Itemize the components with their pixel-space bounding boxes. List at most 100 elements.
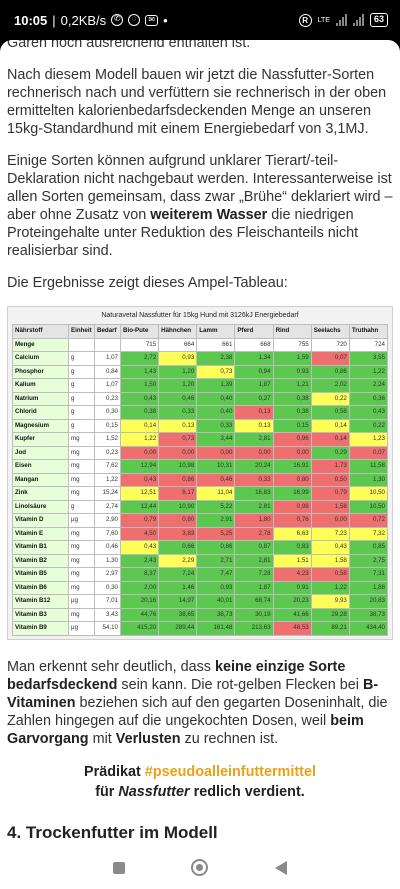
tableau-cell: 0,86 [310, 364, 350, 379]
tableau-cell: Zink [12, 486, 69, 501]
tableau-cell: 668 [234, 337, 274, 352]
tableau-cell: 661 [196, 337, 236, 352]
tableau-header-row: Nährstoff Einheit Bedarf Bio-Pute Hähnchen La… [12, 324, 389, 339]
tableau-header-cell: Einheit [68, 324, 95, 339]
back-button[interactable] [274, 860, 287, 875]
tableau-cell: 0,00 [196, 445, 236, 460]
tableau-header-cell: Truthahn [348, 324, 389, 339]
tableau-cell: 1,22 [348, 364, 389, 379]
next-section-heading: 4. Trockenfutter im Modell [7, 822, 218, 842]
tableau-row: Kupfer mg 1,52 1,22 0,73 3,44 2,81 0,96 0,14 1,23 [12, 432, 389, 447]
tableau-cell: 0,13 [234, 418, 274, 433]
tableau-cell: 4,23 [272, 567, 312, 582]
tableau-row: Zink mg 15,24 12,51 8,17 11,04 16,83 16,99 0,79 1… [12, 486, 389, 501]
tableau-cell: 0,96 [272, 432, 312, 447]
tableau-cell: µg [68, 621, 95, 636]
tableau-cell: 1,87 [234, 580, 274, 595]
tableau-row: Vitamin B1 mg 0,46 0,43 0,66 0,86 0,87 0,83 0,43… [12, 540, 389, 555]
lte-icon: LTE [317, 16, 330, 24]
tableau-cell: 161,48 [196, 621, 236, 636]
tableau-cell: mg [68, 553, 95, 568]
tableau-cell: 0,15 [272, 418, 312, 433]
tableau-cell: mg [68, 432, 95, 447]
article-page[interactable]: Garen noch ausreichend enthalten ist. Na… [0, 40, 400, 846]
tableau-cell: Magnesium [12, 418, 69, 433]
tableau-cell: 20,23 [272, 594, 312, 609]
tableau-cell: 0,80 [272, 472, 312, 487]
tableau-row: Vitamin B9 µg 54,10 415,20 289,44 161,48 213,6… [12, 621, 389, 636]
article-paragraph-4: Man erkennt sehr deutlich, dass keine ei… [7, 658, 388, 747]
tableau-header-cell: Bedarf [94, 324, 121, 339]
tableau-header-cell: Pferd [234, 324, 274, 339]
tableau-cell: Menge [12, 337, 69, 352]
tableau-cell: 0,00 [272, 445, 312, 460]
tableau-cell: Vitamin D [12, 513, 69, 528]
tableau-cell: 3,44 [196, 432, 236, 447]
tableau-body: Menge 715 664 661 668 755 720 724 Calcium g 1,07 2,… [12, 337, 389, 636]
tableau-table: Nährstoff Einheit Bedarf Bio-Pute Hähnchen La… [12, 324, 389, 636]
tableau-cell: 1,73 [310, 459, 350, 474]
tableau-cell: 16,83 [234, 486, 274, 501]
tableau-cell: 0,87 [234, 540, 274, 555]
tableau-cell: 0,33 [158, 405, 198, 420]
tableau-cell: Calcium [12, 351, 69, 366]
tableau-cell: 0,73 [158, 432, 198, 447]
tableau-cell [68, 337, 95, 352]
tableau-cell: 1,07 [94, 351, 121, 366]
tableau-cell: 0,93 [196, 580, 236, 595]
tableau-cell: 38,73 [348, 607, 389, 622]
tableau-cell: 0,93 [272, 364, 312, 379]
tableau-cell: 1,22 [310, 580, 350, 595]
status-network-speed: 0,2KB/s [60, 12, 107, 28]
tableau-cell: 0,66 [158, 540, 198, 555]
tableau-cell: 14,97 [158, 594, 198, 609]
tableau-row: Menge 715 664 661 668 755 720 724 [12, 337, 389, 352]
tableau-row: Kalium g 1,07 1,50 1,20 1,39 1,87 1,21 2,02 2,24 [12, 378, 389, 393]
tableau-cell: 38,65 [158, 607, 198, 622]
tableau-cell: 715 [119, 337, 160, 352]
tableau-cell: 0,43 [310, 540, 350, 555]
tableau-cell: Vitamin B9 [12, 621, 69, 636]
tableau-cell: 1,30 [94, 553, 121, 568]
tableau-cell: 0,38 [119, 405, 160, 420]
tableau-row: Mangan mg 1,22 0,43 0,86 0,46 0,33 0,80 0,50 1,30 [12, 472, 389, 487]
tableau-cell: g [68, 378, 95, 393]
tableau-cell: 7,32 [348, 526, 389, 541]
tableau-cell: 7,01 [94, 594, 121, 609]
tableau-row: Natrium g 0,23 0,43 0,46 0,40 0,27 0,38 0,22 0,36 [12, 391, 389, 406]
tableau-cell: Vitamin B3 [12, 607, 69, 622]
tableau-cell: 724 [348, 337, 389, 352]
tableau-cell: 0,00 [158, 445, 198, 460]
tableau-cell: g [68, 351, 95, 366]
whatsapp-icon: ✆ [111, 14, 124, 26]
mail-icon: ✉ [145, 14, 159, 26]
tableau-cell: µg [68, 594, 95, 609]
tableau-cell: 0,79 [119, 513, 160, 528]
ampel-tableau-image[interactable]: Naturavetal Nassfutter für 15kg Hund mit… [7, 306, 393, 640]
tableau-cell: 0,83 [272, 540, 312, 555]
tableau-cell: 1,39 [196, 378, 236, 393]
tableau-cell: 0,43 [119, 540, 160, 555]
tableau-row: Vitamin B2 mg 1,30 2,43 2,29 2,71 2,81 1,51 1,58… [12, 553, 389, 568]
tableau-cell: 0,07 [348, 445, 389, 460]
tableau-cell: g [68, 405, 95, 420]
tableau-cell: 0,85 [348, 540, 389, 555]
tableau-cell: mg [68, 607, 95, 622]
hashtag-link[interactable]: #pseudoalleinfuttermittel [144, 763, 316, 780]
tableau-cell: 30,19 [234, 607, 274, 622]
tableau-cell: 0,14 [310, 432, 350, 447]
tableau-cell: 5,22 [196, 499, 236, 514]
tableau-cell: 2,02 [310, 378, 350, 393]
recent-apps-button[interactable] [113, 861, 126, 874]
tableau-cell: 12,44 [119, 499, 160, 514]
tableau-cell: 38,73 [196, 607, 236, 622]
tableau-row: Magnesium g 0,15 0,14 0,13 0,33 0,13 0,15 0,14 0,… [12, 418, 389, 433]
tableau-cell: 0,23 [94, 445, 121, 460]
tableau-cell: 2,75 [348, 553, 389, 568]
tableau-header-cell: Bio-Pute [119, 324, 160, 339]
battery-icon: 63 [369, 13, 388, 27]
tableau-cell: Phosphor [12, 364, 69, 379]
home-button[interactable] [191, 859, 209, 876]
chat-icon: ◌ [128, 14, 141, 26]
